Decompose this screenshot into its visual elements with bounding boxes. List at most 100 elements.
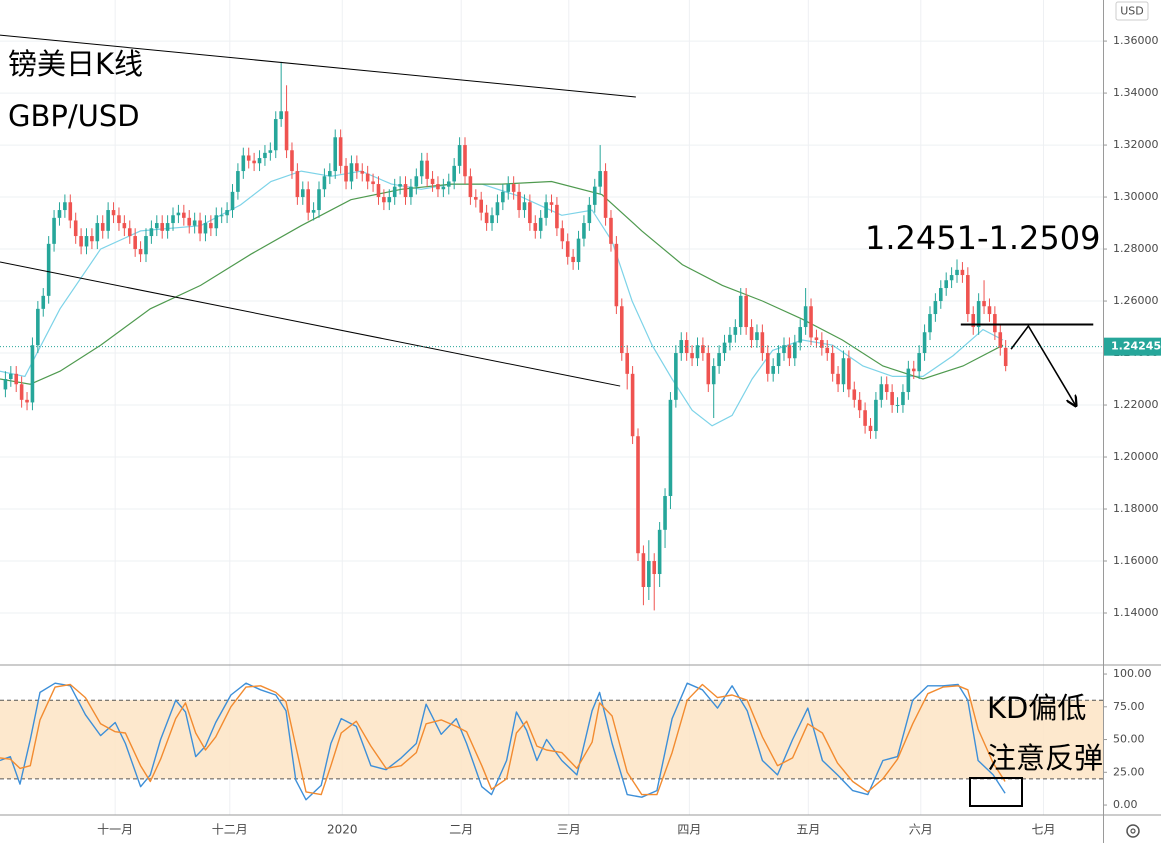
candle-body [798,327,803,343]
candle-body [14,373,19,385]
candle-body [279,111,283,120]
candle-body [495,202,500,216]
candle-body [609,217,613,244]
candle-body [160,223,165,231]
candle-body [219,215,224,217]
candle-body [171,215,175,224]
candle-body [73,220,78,237]
candle-body [214,215,219,229]
candle-body [603,171,608,218]
candle-body [322,176,327,190]
y-tick-label: 75.00 [1113,700,1145,713]
y-tick-label: 1.14000 [1113,606,1159,619]
candle-body [879,384,884,400]
candle-body [338,137,343,166]
candle-body [333,137,338,172]
candle-body [273,119,278,151]
candle-body [549,202,554,205]
candle-body [636,436,640,554]
candle-body [306,189,310,213]
candle-body [149,228,154,237]
y-tick-label: 1.30000 [1113,190,1159,203]
candle-body [895,405,900,407]
plot-area [0,34,1103,801]
candle-body [100,223,105,231]
candle-body [382,197,386,203]
settings-gear-center[interactable] [1130,828,1136,834]
candle-body [257,158,262,164]
candle-body [614,243,619,307]
candle-body [690,353,694,359]
candle-body [371,181,375,185]
candle-body [647,561,651,588]
currency: USD [1120,5,1144,18]
chart-title: 镑美日K线 [8,47,143,81]
candle-body [117,215,121,224]
candle-body [36,308,40,346]
candle-body [457,145,462,166]
candle-body [63,202,67,211]
candle-body [744,295,748,328]
settings-gear[interactable] [1126,824,1140,838]
candle-body [663,496,667,530]
candle-body [890,392,894,406]
oscillator-line [0,683,1006,796]
candle-body [684,340,689,354]
candle-body [203,223,208,234]
candle-body [695,345,700,359]
oscillator-band [0,700,1103,779]
candle-body [430,178,435,185]
candle-body [738,295,743,328]
candle-body [982,301,986,307]
candle-body [722,342,727,354]
candle-body [976,301,981,328]
candle-body [820,340,824,348]
candle-body [252,160,256,164]
candle-body [522,202,527,211]
candle-body [803,306,808,328]
candle-body [517,191,521,211]
candle-body [311,210,316,213]
candle-body [993,314,997,333]
candle-body [144,236,148,255]
candle-body [793,342,797,359]
candle-body [403,184,408,198]
candle-body [79,236,83,247]
candle-body [111,210,116,216]
candle-body [760,332,765,354]
candle-body [949,275,954,281]
y-tick-label: 1.32000 [1113,138,1159,151]
candle-body [300,189,305,198]
annotation: KD偏低 [987,691,1086,725]
candle-body [95,223,100,242]
x-tick-label: 十一月 [97,823,133,837]
candle-body [625,353,629,374]
candle-body [863,410,867,426]
annotation: 1.2451-1.2509 [865,219,1100,257]
candle-body [619,306,624,354]
candle-body [576,238,581,263]
y-tick-label: 50.00 [1113,733,1145,746]
x-tick-label: 三月 [557,823,581,837]
trend-line [0,261,621,387]
candle-body [511,184,516,192]
candle-body [749,327,754,341]
candle-body [344,165,348,182]
candle-body [230,191,235,211]
candle-body [209,223,213,229]
candle-body [598,171,602,187]
candle-body [436,184,440,190]
candle-body [922,332,927,354]
candle-body [711,366,716,385]
candle-body [841,358,846,385]
candle-body [376,184,381,198]
candle-body [765,353,770,374]
candle-body [966,275,970,315]
candle-body [809,306,813,338]
candle-body [263,152,267,159]
candle-body [533,223,538,231]
candle-body [198,220,202,234]
settings-icon[interactable] [1126,824,1140,838]
candle-body [284,111,289,151]
candle-body [587,204,592,224]
